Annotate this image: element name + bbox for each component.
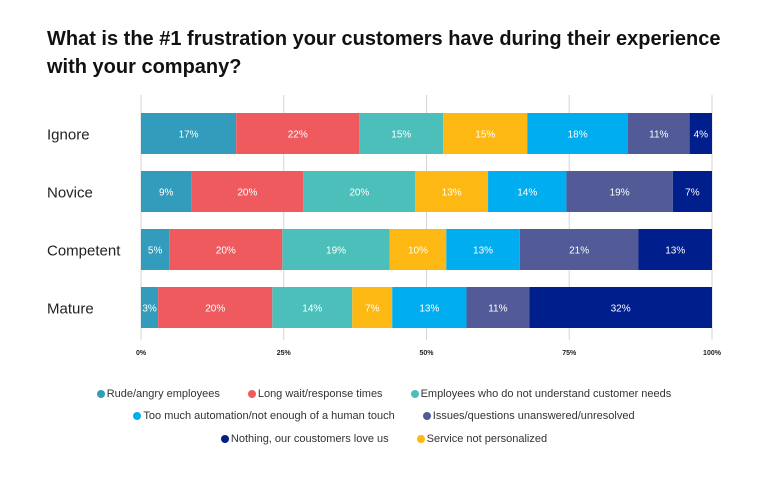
legend-dot-icon [220, 435, 229, 443]
legend-label: Nothing, our coustomers love us [230, 433, 389, 445]
bar-segment [141, 171, 192, 212]
bar-segment [191, 171, 304, 212]
legend-item: Employees who do not understand customer… [410, 388, 672, 400]
bar-segment [303, 171, 416, 212]
chart-title: What is the #1 frustration your customer… [47, 28, 721, 78]
data-label: 20% [216, 246, 236, 257]
category-label: Competent [47, 243, 121, 260]
bar-segment [672, 171, 712, 212]
data-label: 14% [517, 188, 537, 199]
bar-segment [389, 229, 447, 270]
x-tick-label: 75% [562, 350, 577, 357]
data-label: 5% [148, 246, 163, 257]
category-label: Ignore [47, 127, 90, 144]
data-label: 20% [349, 188, 369, 199]
legend-row: Rude/angry employees Long wait/response t… [0, 388, 768, 400]
bar-segment [158, 287, 273, 328]
legend-label: Employees who do not understand customer… [420, 388, 672, 400]
legend-label: Long wait/response times [257, 388, 383, 400]
bar-segment [359, 113, 444, 154]
data-label: 11% [488, 304, 507, 315]
legend-label: Service not personalized [426, 433, 548, 445]
bar-segment [519, 229, 639, 270]
x-tick-label: 50% [419, 350, 434, 357]
data-label: 15% [391, 130, 411, 141]
data-label: 13% [419, 304, 439, 315]
category-label: Novice [47, 185, 93, 202]
data-label: 13% [442, 188, 462, 199]
bar-segment [415, 171, 489, 212]
legend-dot-icon [422, 412, 431, 420]
bar-segment [141, 229, 170, 270]
bar-segment [282, 229, 390, 270]
data-label: 7% [365, 304, 380, 315]
bar-segment [527, 113, 629, 154]
data-label: 19% [610, 188, 630, 199]
data-label: 7% [685, 188, 700, 199]
bar-segment [236, 113, 360, 154]
legend-item: Nothing, our coustomers love us [220, 433, 389, 445]
legend-dot-icon [133, 412, 142, 420]
bar-segment [352, 287, 393, 328]
bar-segment [628, 113, 690, 154]
bar-segment [529, 287, 712, 328]
data-label: 20% [237, 188, 257, 199]
bar-segment [141, 287, 159, 328]
data-label: 22% [288, 130, 308, 141]
data-label: 11% [649, 130, 668, 141]
legend-item: Rude/angry employees [96, 388, 220, 400]
data-label: 9% [159, 188, 174, 199]
category-label: Mature [47, 301, 94, 318]
data-label: 17% [179, 130, 199, 141]
data-label: 32% [611, 304, 631, 315]
bar-segment [466, 287, 530, 328]
data-label: 20% [205, 304, 225, 315]
data-label: 4% [694, 130, 709, 141]
legend-label: Too much automation/not enough of a huma… [143, 410, 395, 422]
data-label: 14% [302, 304, 322, 315]
data-label: 15% [475, 130, 495, 141]
legend-label: Issues/questions unanswered/unresolved [432, 410, 635, 422]
bar-segment [488, 171, 567, 212]
bar-segment [392, 287, 467, 328]
x-tick-label: 100% [703, 350, 722, 357]
bar-segment [272, 287, 353, 328]
data-label: 10% [408, 246, 428, 257]
x-tick-label: 25% [277, 350, 292, 357]
bar-segment [169, 229, 283, 270]
legend-item: Long wait/response times [247, 388, 383, 400]
x-tick-label: 0% [136, 350, 147, 357]
data-label: 19% [326, 246, 346, 257]
bar-segment [638, 229, 712, 270]
data-label: 13% [473, 246, 493, 257]
bar-segment [566, 171, 673, 212]
legend-dot-icon [416, 435, 425, 443]
legend-item: Issues/questions unanswered/unresolved [422, 410, 635, 422]
legend-dot-icon [247, 390, 256, 398]
legend-dot-icon [96, 390, 105, 398]
legend-row: Nothing, our coustomers love us Service n… [0, 433, 768, 445]
data-label: 21% [569, 246, 589, 257]
legend-item: Service not personalized [416, 433, 548, 445]
bar-segment [443, 113, 528, 154]
legend-label: Rude/angry employees [106, 388, 220, 400]
bar-segment [141, 113, 237, 154]
bar-segment [689, 113, 712, 154]
data-label: 18% [568, 130, 588, 141]
legend-row: Too much automation/not enough of a huma… [0, 410, 768, 422]
data-label: 13% [665, 246, 685, 257]
data-label: 3% [142, 304, 157, 315]
legend-dot-icon [410, 390, 419, 398]
bar-segment [446, 229, 520, 270]
legend-item: Too much automation/not enough of a huma… [133, 410, 395, 422]
